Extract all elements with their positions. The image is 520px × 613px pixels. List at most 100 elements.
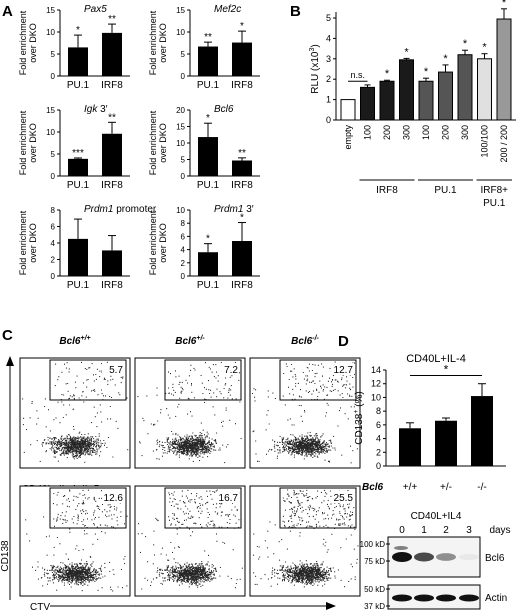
gate-percent: 25.5	[334, 493, 354, 504]
bar-IRF8	[232, 241, 252, 276]
panel-label-a: A	[2, 3, 13, 20]
genotype-header: Bcl6+/-	[175, 335, 205, 347]
bcl6-band	[436, 553, 456, 561]
y-tick-label: 4	[181, 246, 186, 255]
cd138-gate	[279, 487, 357, 529]
significance-mark: *	[240, 21, 244, 32]
y-label-line2: over DKO	[28, 223, 38, 263]
y-tick-label: 15	[46, 6, 55, 15]
chip-chart-2: Mef2c 0 5 10 15 Fold enrichmentover DKO ** PU.1…	[148, 4, 260, 91]
bar-PU.1	[68, 47, 88, 76]
group-label: IRF8+	[480, 185, 508, 196]
significance-mark: *	[502, 0, 507, 9]
bar-8	[496, 18, 512, 121]
genotype-header: Bcl6-/-	[291, 335, 319, 347]
days-label: days	[489, 525, 510, 536]
gate-percent: 12.6	[104, 493, 124, 504]
marker-50: 50 kD	[364, 585, 385, 594]
y-tick-label: 0	[181, 172, 186, 181]
facs-y-label: CD138	[0, 540, 11, 572]
flow-cytometry-panel: Bcl6+/+Bcl6+/-Bcl6-/-CD138CTVCD40L+IL-45…	[0, 335, 361, 613]
chip-chart-title: Igk 3′	[84, 104, 108, 115]
y-label-line2: over DKO	[158, 223, 168, 263]
y-tick-label: 6	[51, 223, 56, 232]
marker-37: 37 kD	[364, 602, 385, 611]
chip-chart-title: Prdm1 promoter	[84, 204, 157, 215]
category-label: PU.1	[67, 80, 90, 91]
significance-mark: *	[206, 113, 210, 124]
significance-mark: *	[444, 362, 449, 376]
y-label-sup: 3	[309, 48, 316, 52]
category-label: empty	[343, 125, 353, 150]
flow-plot: 12.6	[19, 485, 131, 597]
bar-1	[360, 86, 375, 121]
significance-mark: *	[463, 38, 468, 50]
y-tick-label: 20	[176, 106, 185, 115]
y-tick-label: 5	[181, 50, 186, 59]
bar-0	[340, 99, 356, 121]
arrow-head-right	[326, 602, 336, 610]
actin-band	[459, 594, 479, 602]
plot-frame	[134, 485, 246, 597]
y-label-line1: Fold enrichment	[18, 10, 28, 75]
bcl6-band	[392, 552, 412, 562]
chip-chart-3: Igk 3′ 0 5 10 15 Fold enrichmentover DKO *** PU…	[18, 104, 130, 191]
y-label-line2: over DKO	[28, 23, 38, 63]
lane-label: 1	[421, 525, 427, 536]
category-label: 100	[421, 125, 431, 140]
bar-IRF8	[232, 160, 252, 176]
bar-+/+	[399, 428, 421, 466]
chip-chart-title: Prdm1 3′	[214, 204, 254, 215]
gate-percent: 12.7	[334, 365, 354, 376]
category-label: -/-	[477, 482, 486, 493]
significance-mark: **	[108, 112, 116, 123]
cd138-y-label: CD138+ (%)	[353, 391, 365, 445]
y-label-line2: over DKO	[158, 23, 168, 63]
category-label: 300	[460, 125, 470, 140]
y-tick-label: 8	[181, 219, 186, 228]
chip-gene-name: Igk	[84, 104, 98, 115]
gate-label-bg	[102, 363, 124, 375]
ns-label: n.s.	[350, 70, 365, 80]
y-label-end: (%)	[354, 391, 365, 409]
y-tick-label: 3	[326, 54, 331, 64]
blot-title: CD40L+IL4	[411, 511, 462, 522]
y-tick-label: 5	[51, 50, 56, 59]
y-tick-label: 10	[176, 139, 185, 148]
gate-label-bg	[332, 491, 354, 503]
category-label: 100	[363, 125, 373, 140]
bar-PU.1	[198, 46, 218, 76]
flow-plot: 5.7	[19, 357, 131, 469]
genotype-sup: +/+	[81, 335, 91, 342]
y-tick-label: 10	[46, 28, 55, 37]
significance-mark: *	[424, 66, 429, 78]
chip-y-label: Fold enrichmentover DKO	[18, 10, 38, 75]
category-label: IRF8	[101, 280, 123, 291]
chip-chart-title: Mef2c	[214, 4, 241, 15]
event-dots	[252, 361, 359, 464]
y-tick-label: 5	[181, 156, 186, 165]
y-tick-label: 15	[176, 123, 185, 132]
bar-PU.1	[198, 252, 218, 276]
bar-PU.1	[198, 137, 218, 176]
actin-band	[392, 594, 412, 602]
cd138-gate	[49, 487, 127, 529]
gate-label-bg	[217, 363, 239, 375]
y-tick-label: 0	[51, 272, 56, 281]
lane-label: 0	[399, 525, 405, 536]
y-label-line1: Fold enrichment	[148, 110, 158, 175]
significance-mark: *	[240, 213, 244, 224]
bar-+/-	[435, 420, 457, 466]
gate-percent: 5.7	[109, 365, 123, 376]
significance-mark: ***	[72, 148, 84, 159]
category-label: PU.1	[197, 180, 220, 191]
y-tick-label: 1	[326, 95, 331, 105]
y-label-line2: over DKO	[28, 123, 38, 163]
y-tick-label: 15	[46, 106, 55, 115]
gate-label-bg	[332, 363, 354, 375]
y-tick-label: 8	[51, 206, 56, 215]
category-label: PU.1	[67, 280, 90, 291]
cd138-gate	[164, 359, 242, 401]
cd138-gate	[164, 487, 242, 529]
